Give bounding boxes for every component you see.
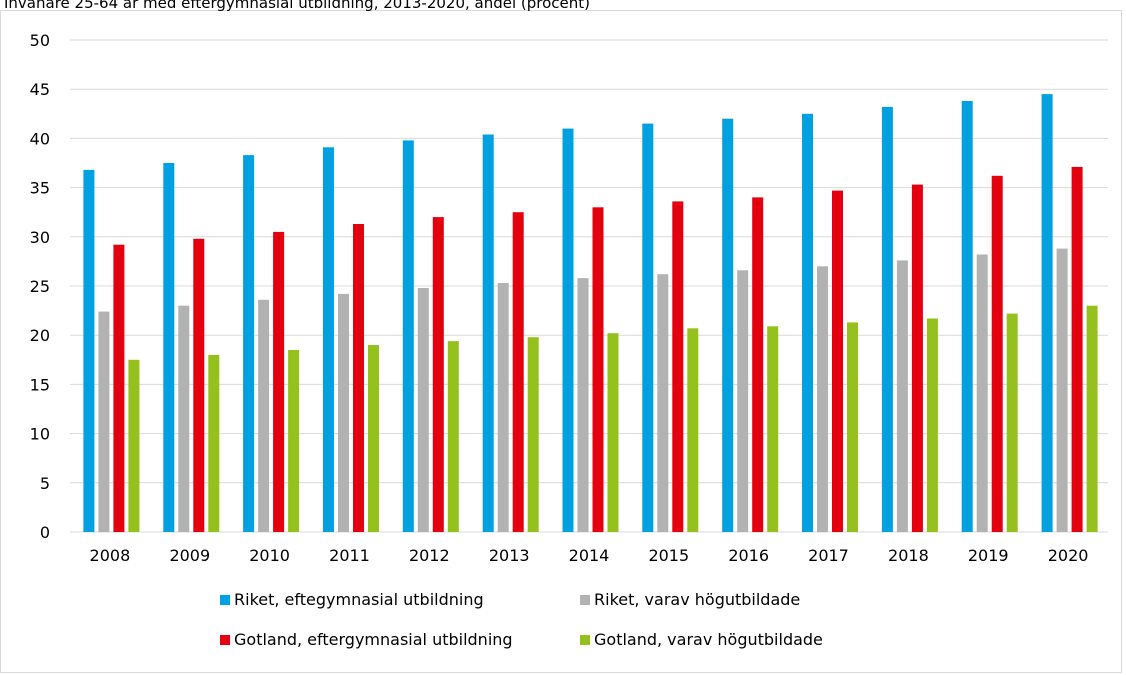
legend-label: Gotland, varav högutbildade — [594, 630, 823, 649]
x-tick-label: 2011 — [329, 546, 370, 565]
x-tick-label: 2016 — [728, 546, 769, 565]
bar-2014-series-0 — [562, 128, 574, 532]
y-axis-ticks: 0 5 10 15 20 25 30 35 40 45 50 — [30, 31, 50, 542]
x-tick-label: 2015 — [648, 546, 689, 565]
legend-item-gotland-eftergymnasial: Gotland, eftergymnasial utbildning — [220, 630, 513, 650]
bar-2011-series-1 — [338, 293, 349, 532]
bar-2009-series-3 — [208, 354, 220, 532]
y-tick-label: 0 — [40, 523, 50, 542]
legend-label: Gotland, eftergymnasial utbildning — [234, 630, 513, 649]
x-tick-label: 2013 — [489, 546, 530, 565]
bar-2011-series-3 — [368, 345, 379, 532]
bar-2013-series-1 — [497, 283, 509, 532]
chart-title: Invånare 25-64 år med eftergymnasial utb… — [4, 0, 591, 12]
legend-item-riket-eftergymnasial: Riket, eftegymnasial utbildning — [220, 590, 484, 610]
legend-item-riket-hogutbildade: Riket, varav högutbildade — [580, 590, 800, 610]
bar-2016-series-2 — [752, 197, 764, 532]
bar-2013-series-0 — [482, 134, 494, 532]
y-tick-label: 10 — [30, 425, 50, 444]
bar-2015-series-3 — [687, 328, 699, 532]
bar-2015-series-1 — [657, 274, 669, 532]
bar-2010-series-2 — [273, 231, 285, 532]
bar-2010-series-0 — [243, 155, 255, 532]
bar-2019-series-3 — [1006, 313, 1018, 532]
bar-2017-series-0 — [802, 113, 813, 533]
x-tick-label: 2017 — [808, 546, 849, 565]
bar-2020-series-1 — [1056, 248, 1068, 532]
bar-2017-series-3 — [847, 322, 858, 532]
legend-swatch — [580, 595, 590, 605]
bar-2018-series-1 — [896, 260, 908, 532]
legend-item-gotland-hogutbildade: Gotland, varav högutbildade — [580, 630, 823, 650]
bar-2019-series-0 — [961, 101, 973, 532]
bar-2012-series-3 — [447, 341, 459, 532]
bar-2018-series-3 — [926, 318, 938, 532]
y-tick-label: 25 — [30, 277, 50, 296]
bar-2018-series-0 — [881, 106, 893, 533]
bar-2020-series-3 — [1086, 305, 1098, 532]
legend: Riket, eftegymnasial utbildning Riket, v… — [220, 590, 920, 670]
bar-2012-series-0 — [402, 140, 414, 532]
x-axis-ticks: 2008 2009 2010 2011 2012 2013 2014 2015 2016 2017… — [90, 546, 1089, 565]
bar-2013-series-2 — [512, 212, 524, 532]
bar-2010-series-1 — [258, 299, 270, 532]
bar-2019-series-2 — [991, 175, 1003, 533]
bar-2009-series-2 — [193, 238, 205, 533]
x-tick-label: 2019 — [968, 546, 1009, 565]
bar-2016-series-3 — [767, 326, 779, 532]
x-tick-label: 2009 — [169, 546, 210, 565]
legend-label: Riket, eftegymnasial utbildning — [234, 590, 484, 609]
bars — [83, 94, 1098, 533]
bar-2008-series-3 — [128, 359, 140, 532]
bar-2020-series-2 — [1071, 166, 1083, 532]
legend-swatch — [580, 635, 590, 645]
bar-2020-series-0 — [1041, 94, 1053, 532]
bar-2017-series-1 — [817, 266, 828, 532]
legend-label: Riket, varav högutbildade — [594, 590, 801, 609]
bar-2012-series-1 — [417, 288, 429, 532]
x-tick-label: 2008 — [90, 546, 131, 565]
y-tick-label: 5 — [40, 474, 50, 493]
bar-2019-series-1 — [976, 254, 988, 532]
bar-2018-series-2 — [911, 184, 923, 532]
x-tick-label: 2020 — [1048, 546, 1089, 565]
y-tick-label: 35 — [30, 179, 50, 198]
y-tick-label: 45 — [30, 80, 50, 99]
bar-2014-series-3 — [607, 333, 619, 532]
bar-2008-series-2 — [113, 244, 125, 532]
bar-2015-series-0 — [642, 123, 654, 532]
y-tick-label: 15 — [30, 375, 50, 394]
bar-2014-series-2 — [592, 207, 604, 533]
bar-2017-series-2 — [832, 190, 843, 532]
x-tick-label: 2014 — [569, 546, 610, 565]
bar-2016-series-0 — [722, 118, 734, 532]
legend-swatch — [220, 635, 230, 645]
bar-2011-series-0 — [323, 147, 334, 533]
bar-2015-series-2 — [672, 201, 684, 532]
bar-2016-series-1 — [737, 270, 749, 532]
bar-2009-series-0 — [163, 163, 175, 532]
x-tick-label: 2018 — [888, 546, 929, 565]
x-tick-label: 2012 — [409, 546, 450, 565]
bar-2009-series-1 — [178, 305, 190, 532]
legend-swatch — [220, 595, 230, 605]
gridlines — [70, 39, 1108, 533]
bar-2011-series-2 — [353, 224, 364, 532]
bar-2010-series-3 — [288, 350, 300, 532]
y-tick-label: 20 — [30, 326, 50, 345]
y-tick-label: 40 — [30, 129, 50, 148]
bar-2013-series-3 — [527, 337, 539, 532]
x-tick-label: 2010 — [249, 546, 290, 565]
y-tick-label: 50 — [30, 31, 50, 50]
bar-2008-series-1 — [98, 311, 110, 532]
bar-2014-series-1 — [577, 278, 589, 532]
y-tick-label: 30 — [30, 228, 50, 247]
bar-2012-series-2 — [432, 217, 444, 532]
chart-border — [0, 10, 1122, 673]
bar-2008-series-0 — [83, 169, 95, 532]
